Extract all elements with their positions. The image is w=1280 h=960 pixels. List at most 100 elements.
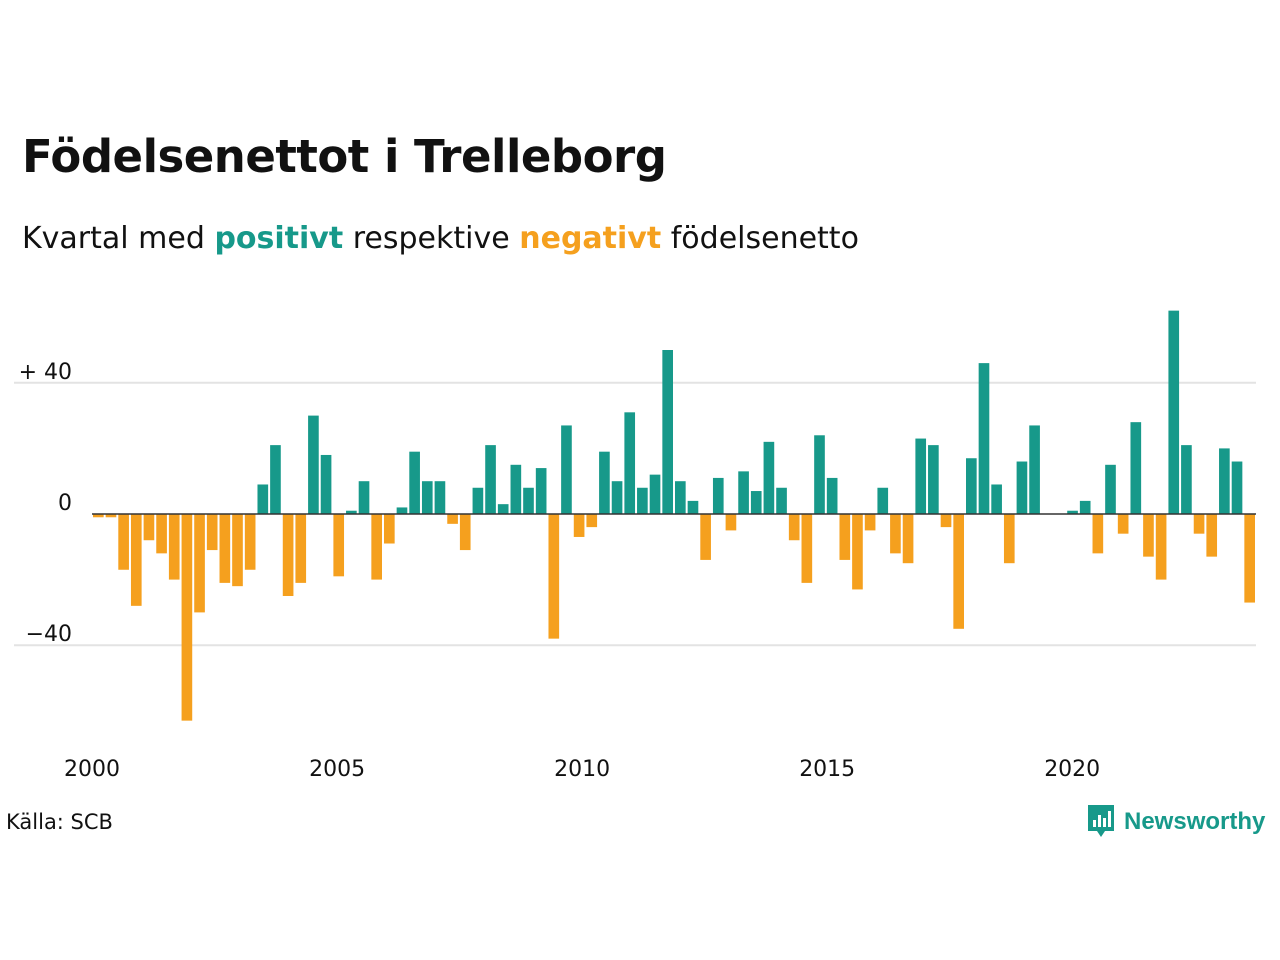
bar-negative	[725, 514, 737, 531]
bar-positive	[561, 425, 572, 514]
bar-negative	[1117, 514, 1129, 534]
bar-positive	[1079, 500, 1091, 514]
bar-negative	[1206, 514, 1218, 557]
bar-negative	[194, 514, 205, 613]
bar-positive	[1231, 461, 1243, 514]
y-tick-label: −40	[26, 622, 72, 647]
bar-positive	[320, 454, 332, 514]
bar-negative	[130, 514, 142, 606]
bar-positive	[750, 491, 762, 514]
bar-negative	[548, 514, 560, 639]
bar-negative	[93, 514, 104, 518]
bar-positive	[826, 477, 838, 514]
bars	[92, 310, 1256, 721]
bar-positive	[776, 487, 787, 514]
x-tick-label: 2020	[1044, 757, 1100, 782]
bar-negative	[1193, 514, 1205, 534]
source-note: Källa: SCB	[6, 810, 113, 834]
bar-positive	[510, 464, 522, 514]
bar-negative	[940, 514, 952, 528]
bar-positive	[409, 451, 420, 514]
bar-negative	[1003, 514, 1015, 564]
bar-negative	[168, 514, 180, 580]
bar-positive	[991, 484, 1002, 514]
bar-positive	[915, 438, 927, 514]
bar-negative	[371, 514, 382, 580]
bar-negative	[586, 514, 598, 528]
bar-positive	[738, 471, 749, 514]
bar-negative	[295, 514, 307, 583]
bar-positive	[637, 487, 648, 514]
bar-negative	[1143, 514, 1154, 557]
chart-title: Födelsenettot i Trelleborg	[22, 130, 667, 183]
bar-negative	[105, 514, 117, 518]
bar-positive	[1105, 464, 1116, 514]
bar-positive	[1029, 425, 1040, 514]
bar-negative	[282, 514, 294, 596]
bar-positive	[1219, 448, 1230, 514]
bar-positive	[978, 363, 990, 514]
bar-negative	[181, 514, 193, 721]
bar-negative	[1092, 514, 1104, 554]
bar-positive	[649, 474, 661, 514]
bar-positive	[763, 441, 775, 514]
y-tick-label: + 40	[19, 360, 72, 385]
x-tick-label: 2000	[64, 757, 120, 782]
bar-positive	[358, 481, 370, 514]
logo-text: Newsworthy	[1124, 808, 1266, 835]
subtitle-suffix: födelsenetto	[670, 221, 859, 256]
bar-negative	[206, 514, 218, 551]
bar-negative	[890, 514, 901, 554]
bar-positive	[1168, 310, 1180, 514]
chart-subtitle: Kvartal med positivt respektive negativt…	[22, 221, 859, 256]
bar-positive	[624, 412, 636, 514]
grid-lines	[14, 381, 1256, 647]
subtitle-positive: positivt	[214, 221, 344, 256]
x-tick-label: 2005	[309, 757, 365, 782]
bar-positive	[662, 350, 673, 514]
bar-positive	[523, 487, 534, 514]
bar-negative	[447, 514, 458, 524]
y-tick-label: 0	[58, 491, 72, 516]
subtitle-middle: respektive	[352, 221, 510, 256]
bar-chart: + 40 0 −40 2000 2005 2010 2015 2020	[14, 310, 1256, 782]
y-axis-labels: + 40 0 −40	[19, 360, 72, 647]
newsworthy-logo[interactable]: Newsworthy	[1086, 802, 1265, 842]
bar-negative	[143, 514, 155, 541]
bar-negative	[1244, 514, 1255, 603]
bar-positive	[1130, 422, 1142, 514]
bar-negative	[852, 514, 863, 590]
bar-positive	[535, 468, 547, 514]
bar-positive	[396, 507, 408, 514]
bar-positive	[966, 458, 977, 514]
bar-negative	[118, 514, 129, 570]
bar-positive	[270, 445, 281, 514]
bar-positive	[472, 487, 484, 514]
bar-positive	[814, 435, 825, 514]
bar-positive	[712, 477, 724, 514]
bar-positive	[877, 487, 889, 514]
x-tick-label: 2010	[554, 757, 610, 782]
bar-positive	[308, 415, 319, 514]
bar-negative	[156, 514, 167, 554]
bar-negative	[788, 514, 800, 541]
bar-negative	[700, 514, 711, 560]
bar-negative	[232, 514, 243, 587]
bar-positive	[599, 451, 610, 514]
bar-positive	[611, 481, 623, 514]
bar-positive	[1067, 510, 1078, 514]
bar-positive	[346, 510, 357, 514]
bar-positive	[675, 481, 686, 514]
bar-positive	[257, 484, 269, 514]
bar-negative	[333, 514, 345, 577]
bar-negative	[219, 514, 231, 583]
bar-negative	[1155, 514, 1167, 580]
bar-positive	[485, 445, 496, 514]
bar-negative	[839, 514, 851, 560]
subtitle-prefix: Kvartal med	[22, 221, 205, 256]
bar-positive	[687, 500, 699, 514]
bar-negative	[801, 514, 813, 583]
bar-positive	[928, 445, 939, 514]
bar-positive	[421, 481, 433, 514]
bar-negative	[902, 514, 914, 564]
